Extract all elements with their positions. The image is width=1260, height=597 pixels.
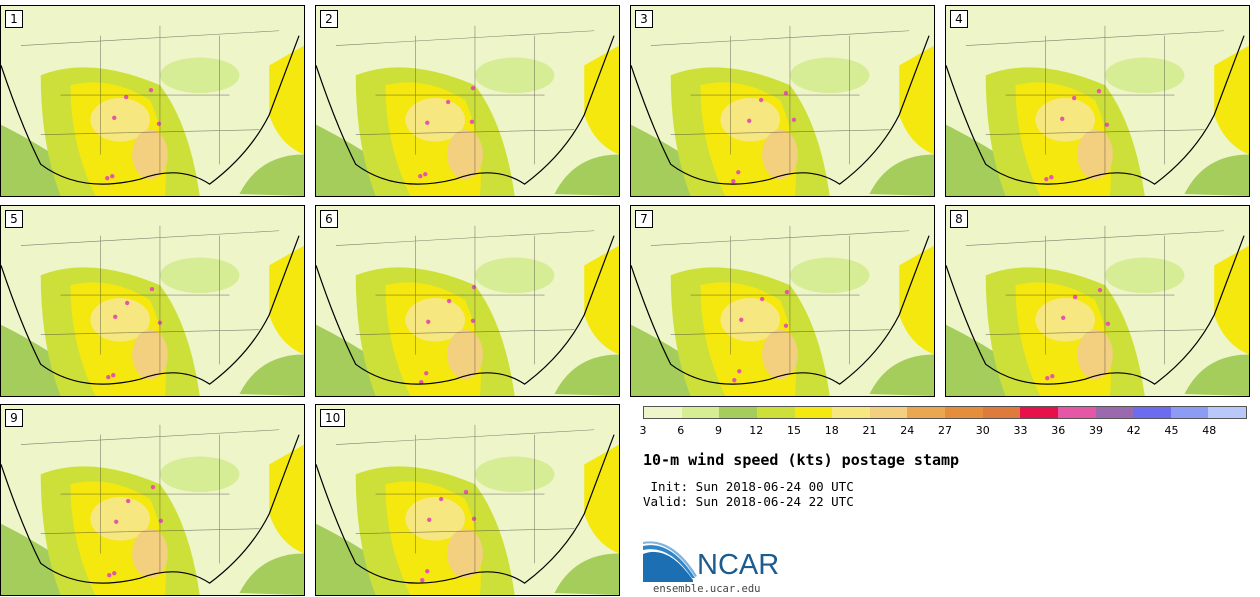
color-swatch — [1020, 407, 1058, 418]
ensemble-member-map-6: 6 — [315, 205, 620, 397]
tick-label: 36 — [1051, 424, 1066, 437]
wind-speed-map — [946, 6, 1249, 196]
member-number: 2 — [320, 10, 338, 28]
tick-label: 45 — [1164, 424, 1179, 437]
ensemble-member-map-8: 8 — [945, 205, 1250, 397]
init-time: Init: Sun 2018-06-24 00 UTC — [643, 479, 854, 494]
wind-speed-map — [631, 6, 934, 196]
member-number: 5 — [5, 210, 23, 228]
tick-label: 39 — [1089, 424, 1103, 437]
site-url: ensemble.ucar.edu — [653, 583, 761, 595]
color-swatch — [1095, 407, 1134, 418]
wind-speed-map — [1, 6, 304, 196]
wind-speed-map — [316, 6, 619, 196]
ensemble-member-map-2: 2 — [315, 5, 620, 197]
tick-label: 15 — [787, 424, 801, 437]
tick-label: 21 — [862, 424, 877, 437]
ensemble-member-map-5: 5 — [0, 205, 305, 397]
tick-label: 48 — [1202, 424, 1217, 437]
ensemble-member-map-1: 1 — [0, 5, 305, 197]
tick-label: 6 — [677, 424, 685, 437]
color-swatch — [794, 407, 833, 418]
color-swatch — [907, 407, 945, 418]
color-swatch — [1133, 407, 1171, 418]
member-number: 10 — [320, 409, 346, 427]
member-number: 3 — [635, 10, 653, 28]
ensemble-member-map-7: 7 — [630, 205, 935, 397]
member-number: 7 — [635, 210, 653, 228]
wind-speed-map — [316, 405, 619, 595]
wind-speed-map — [946, 206, 1249, 396]
wind-speed-map — [1, 405, 304, 595]
tick-label: 3 — [639, 424, 647, 437]
tick-label: 9 — [715, 424, 722, 437]
ensemble-member-map-4: 4 — [945, 5, 1250, 197]
ensemble-member-map-9: 9 — [0, 404, 305, 596]
ensemble-member-map-3: 3 — [630, 5, 935, 197]
product-title: 10-m wind speed (kts) postage stamp — [643, 451, 960, 469]
ensemble-member-map-10: 10 — [315, 404, 620, 596]
color-swatch — [1170, 407, 1209, 418]
wind-speed-map — [631, 206, 934, 396]
member-number: 4 — [950, 10, 968, 28]
tick-label: 30 — [975, 424, 990, 437]
color-swatch — [1208, 407, 1246, 418]
color-scale-bar — [643, 406, 1247, 419]
color-swatch — [719, 407, 757, 418]
color-swatch — [644, 407, 682, 418]
tick-label: 12 — [749, 424, 764, 437]
color-swatch — [1057, 407, 1096, 418]
color-swatch — [945, 407, 983, 418]
color-swatch — [869, 407, 908, 418]
member-number: 9 — [5, 409, 23, 427]
member-number: 8 — [950, 210, 968, 228]
color-swatch — [832, 407, 870, 418]
member-number: 1 — [5, 10, 23, 28]
tick-label: 42 — [1126, 424, 1141, 437]
ncar-logo-icon — [643, 541, 697, 582]
color-scale-ticks: 3 6 9 12 15 18 21 24 27 30 33 36 39 42 45 48 — [639, 424, 1247, 438]
member-number: 6 — [320, 210, 338, 228]
wind-speed-map — [1, 206, 304, 396]
tick-label: 33 — [1013, 424, 1028, 437]
ncar-logo-text: NCAR — [697, 549, 780, 581]
tick-label: 27 — [938, 424, 952, 437]
color-swatch — [681, 407, 720, 418]
tick-label: 24 — [900, 424, 915, 437]
color-swatch — [982, 407, 1021, 418]
valid-time: Valid: Sun 2018-06-24 22 UTC — [643, 494, 854, 509]
wind-speed-map — [316, 206, 619, 396]
color-swatch — [756, 407, 795, 418]
tick-label: 18 — [824, 424, 839, 437]
